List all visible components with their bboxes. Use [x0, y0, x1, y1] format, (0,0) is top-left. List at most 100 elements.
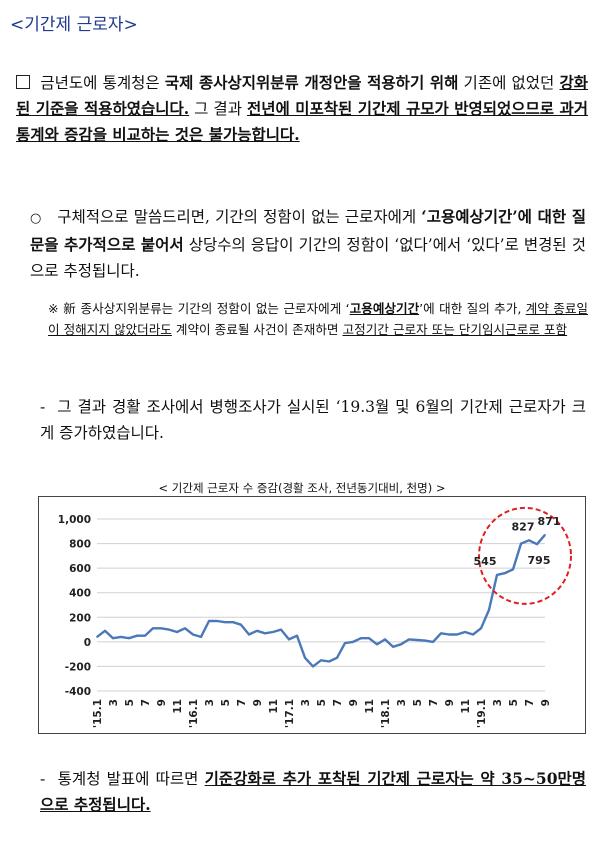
data-point	[288, 638, 290, 641]
dash-bullet-icon: -	[40, 398, 46, 416]
section-4: - 통계청 발표에 따르면 기준강화로 추가 포착된 기간제 근로자는 약 35…	[40, 766, 586, 818]
x-tick-label: 5	[412, 699, 424, 706]
s2-text-3: 상당수의 응답이 기간의 정함이 ‘없다’에서 ‘있다’로 변경된 것으로 추정…	[30, 236, 586, 280]
note-text-5: 계약이 종료될 사건이 존재하면	[171, 322, 343, 337]
x-tick-label: 7	[236, 699, 248, 706]
x-tick-label: 11	[460, 699, 472, 714]
data-label: 871	[538, 515, 561, 528]
data-point	[264, 632, 266, 635]
data-point	[416, 639, 418, 641]
note-mark-icon: ※	[48, 301, 59, 316]
data-point	[328, 660, 330, 663]
x-tick-label: 7	[524, 699, 536, 706]
data-point	[448, 633, 450, 636]
note-text-3: ’에 대한 질의 추가,	[419, 301, 526, 316]
data-point	[464, 631, 466, 633]
s1-text-5: 그 결과	[189, 100, 247, 118]
note-text-1: 新 종사상지위분류는 기간의 정함이 없는 근로자에게 ‘	[63, 301, 350, 316]
data-point	[304, 657, 306, 659]
s1-text-1: 금년도에 통계청은	[40, 74, 165, 92]
x-tick-label: 3	[108, 699, 120, 706]
data-point	[312, 665, 314, 668]
data-point	[200, 636, 202, 638]
data-label: 795	[528, 554, 551, 567]
data-point	[184, 627, 186, 630]
data-point	[216, 620, 218, 622]
s4-text-2: 기준강화로 추가 포착된 기간제 근로자는 약 35~50만명으로 추정됩니다.	[40, 769, 586, 814]
data-label: 827	[512, 520, 535, 533]
x-tick-label: 9	[252, 699, 264, 706]
s2-text-1: 구체적으로 말씀드리면, 기간의 정함이 없는 근로자에게	[57, 208, 422, 226]
x-tick-label: 5	[508, 699, 520, 706]
x-tick-label: 5	[124, 699, 136, 706]
y-tick-label: 200	[69, 612, 91, 624]
data-point	[408, 638, 410, 641]
data-label: 545	[474, 555, 497, 568]
x-tick-label: 5	[316, 699, 328, 706]
note-text-6: 고정기간 근로자 또는 단기임시근로로 포함	[342, 322, 568, 337]
x-tick-label: 9	[540, 699, 552, 706]
s4-text-1: 통계청 발표에 따르면	[57, 770, 205, 788]
data-point	[136, 634, 138, 637]
data-point	[440, 632, 442, 635]
x-tick-label: 5	[220, 699, 232, 706]
x-tick-label: '18.1	[380, 699, 392, 728]
data-point	[536, 543, 538, 545]
x-tick-label: '17.1	[284, 699, 296, 728]
x-tick-label: '16.1	[188, 699, 200, 728]
x-tick-label: 3	[396, 699, 408, 706]
data-point	[96, 636, 98, 638]
y-tick-label: -200	[65, 661, 91, 673]
data-point	[544, 534, 546, 536]
x-tick-label: 11	[268, 699, 280, 714]
data-point	[528, 539, 530, 542]
data-point	[504, 572, 506, 574]
data-point	[400, 643, 402, 646]
s2-text-2: ‘고용예상기간’에 대한 질문을 추가적으로 붙어서	[30, 207, 587, 254]
data-point	[224, 621, 226, 623]
s1-text-6: 전년에 미포착된 기간제 규모가 반영되었으므로 과거 통계와 증감을 비교하는…	[16, 99, 588, 144]
data-point	[368, 637, 370, 639]
y-tick-label: 0	[84, 637, 91, 649]
x-tick-label: 7	[428, 699, 440, 706]
chart-title: < 기간제 근로자 수 증감(경활 조사, 전년동기대비, 천명) >	[158, 481, 446, 495]
data-point	[360, 637, 362, 639]
x-tick-label: 7	[140, 699, 152, 706]
y-tick-label: 1,000	[58, 514, 91, 526]
circle-bullet-icon: ○	[30, 211, 42, 226]
data-point	[488, 609, 490, 611]
x-tick-label: 7	[332, 699, 344, 706]
y-tick-label: -400	[65, 686, 91, 698]
data-point	[320, 659, 322, 662]
data-point	[272, 631, 274, 633]
data-point	[168, 628, 170, 631]
x-tick-label: 3	[204, 699, 216, 706]
s3-text: 그 결과 경활 조사에서 병행조사가 실시된 ‘19.3월 및 6월의 기간제 …	[40, 398, 586, 442]
checkbox-bullet-icon	[16, 75, 30, 89]
data-point	[160, 627, 162, 630]
x-tick-label: 9	[444, 699, 456, 706]
data-point	[512, 568, 514, 571]
data-point	[456, 633, 458, 636]
data-point	[152, 627, 154, 630]
data-point	[248, 633, 250, 636]
data-point	[104, 630, 106, 632]
note-text-4: 계약 종료일이 정해지지 않았더라도	[48, 301, 588, 337]
y-tick-label: 600	[69, 563, 91, 575]
data-point	[192, 633, 194, 636]
data-point	[208, 620, 210, 622]
x-tick-label: '19.1	[476, 699, 488, 728]
data-point	[392, 645, 394, 648]
page-title: <기간제 근로자>	[10, 15, 138, 35]
x-tick-label: 11	[364, 699, 376, 714]
section-1: 금년도에 통계청은 국제 종사상지위분류 개정안을 적용하기 위해 기존에 없었…	[16, 70, 588, 148]
data-point	[256, 630, 258, 632]
data-point	[472, 633, 474, 636]
data-point	[240, 623, 242, 626]
data-point	[176, 631, 178, 633]
data-point	[112, 637, 114, 639]
x-tick-label: 3	[492, 699, 504, 706]
s1-text-3: 기존에 없었던	[458, 74, 560, 92]
data-point	[128, 637, 130, 639]
x-tick-label: 11	[172, 699, 184, 714]
